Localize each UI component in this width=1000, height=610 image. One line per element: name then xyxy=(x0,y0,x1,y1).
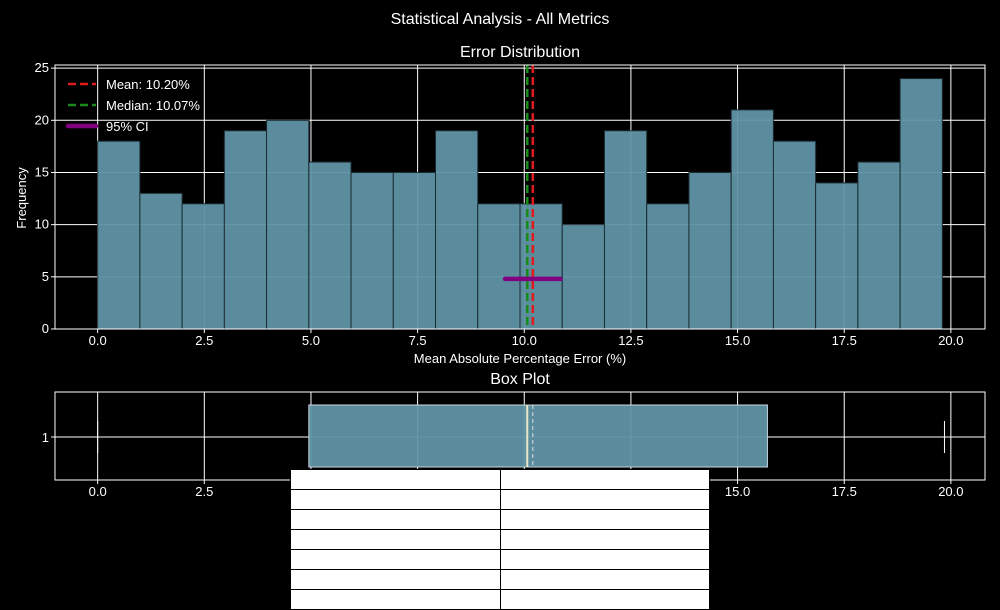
figure-suptitle: Statistical Analysis - All Metrics xyxy=(391,11,610,28)
histogram-bar xyxy=(646,203,690,330)
box-plot-title: Box Plot xyxy=(490,371,550,388)
stats-table-cell xyxy=(290,509,501,530)
stats-table-row xyxy=(290,489,710,510)
histogram-bar xyxy=(561,224,605,330)
histogram-x-tick-label: 7.5 xyxy=(409,333,427,348)
histogram-bar xyxy=(603,130,648,330)
histogram-bar xyxy=(223,130,268,330)
box-y-tick-label: 1 xyxy=(42,430,49,445)
stats-table-cell xyxy=(290,549,501,570)
stats-table xyxy=(290,469,710,610)
stats-table-cell xyxy=(499,529,710,550)
histogram-bar xyxy=(392,171,437,330)
legend-label-mean: Mean: 10.20% xyxy=(106,77,190,92)
stats-table-row xyxy=(290,509,710,530)
stats-table-row xyxy=(290,569,710,590)
histogram-xlabel: Mean Absolute Percentage Error (%) xyxy=(414,351,626,366)
stats-table-cell xyxy=(499,489,710,510)
box-iqr xyxy=(308,404,768,468)
stats-table-cell xyxy=(290,489,501,510)
histogram-bar xyxy=(688,171,732,330)
histogram-bar xyxy=(97,140,141,330)
histogram-bar xyxy=(899,78,943,330)
stats-table-cell xyxy=(499,509,710,530)
box-plot-chart: Box Plot 0.02.55.07.510.012.515.017.520.… xyxy=(42,371,986,499)
stats-table-row xyxy=(290,529,710,550)
histogram-ylabel: Frequency xyxy=(14,167,29,229)
histogram-y-tick-label: 15 xyxy=(35,164,49,179)
histogram-bar xyxy=(350,171,394,330)
stats-table-cell xyxy=(499,549,710,570)
histogram-x-tick-label: 5.0 xyxy=(302,333,320,348)
histogram-y-tick-label: 25 xyxy=(35,60,49,75)
histogram-y-tick-label: 10 xyxy=(35,217,49,232)
histogram-x-tick-label: 17.5 xyxy=(832,333,857,348)
histogram-bar xyxy=(815,182,859,330)
stats-table-cell xyxy=(499,469,710,490)
histogram-x-tick-label: 0.0 xyxy=(89,333,107,348)
legend-label-median: Median: 10.07% xyxy=(106,98,200,113)
histogram-bar xyxy=(139,192,183,330)
legend-label-ci: 95% CI xyxy=(106,119,149,134)
histogram-x-tick-label: 10.0 xyxy=(512,333,537,348)
box-x-tick-label: 17.5 xyxy=(832,484,857,499)
histogram-bar xyxy=(477,203,521,330)
box-x-tick-label: 15.0 xyxy=(725,484,750,499)
histogram-bar xyxy=(730,109,774,330)
histogram-x-tick-label: 12.5 xyxy=(618,333,643,348)
stats-table-cell xyxy=(290,529,501,550)
histogram-bar xyxy=(435,130,479,330)
stats-table-row xyxy=(290,549,710,570)
histogram-title: Error Distribution xyxy=(460,44,580,61)
histogram-y-tick-label: 5 xyxy=(42,269,49,284)
histogram-frame xyxy=(54,64,986,330)
histogram-x-tick-label: 20.0 xyxy=(938,333,963,348)
box-x-tick-label: 2.5 xyxy=(195,484,213,499)
box-x-tick-label: 20.0 xyxy=(938,484,963,499)
histogram-bar xyxy=(772,140,817,330)
histogram-bar xyxy=(308,161,352,330)
histogram-x-tick-label: 2.5 xyxy=(195,333,213,348)
histogram-y-tick-label: 20 xyxy=(35,112,49,127)
histogram-bar xyxy=(181,203,225,330)
histogram-y-tick-label: 0 xyxy=(42,321,49,336)
histogram-x-tick-label: 15.0 xyxy=(725,333,750,348)
stats-table-cell xyxy=(290,569,501,590)
stats-table-row xyxy=(290,469,710,490)
stats-table-cell xyxy=(499,569,710,590)
histogram-bar xyxy=(266,119,310,330)
box-x-tick-label: 0.0 xyxy=(89,484,107,499)
histogram-legend: Mean: 10.20% Median: 10.07% 95% CI xyxy=(65,77,200,134)
histogram-chart: Error Distribution Mean Absolute Percent… xyxy=(14,44,986,366)
histogram-bar xyxy=(857,161,901,330)
stats-table-cell xyxy=(290,469,501,490)
